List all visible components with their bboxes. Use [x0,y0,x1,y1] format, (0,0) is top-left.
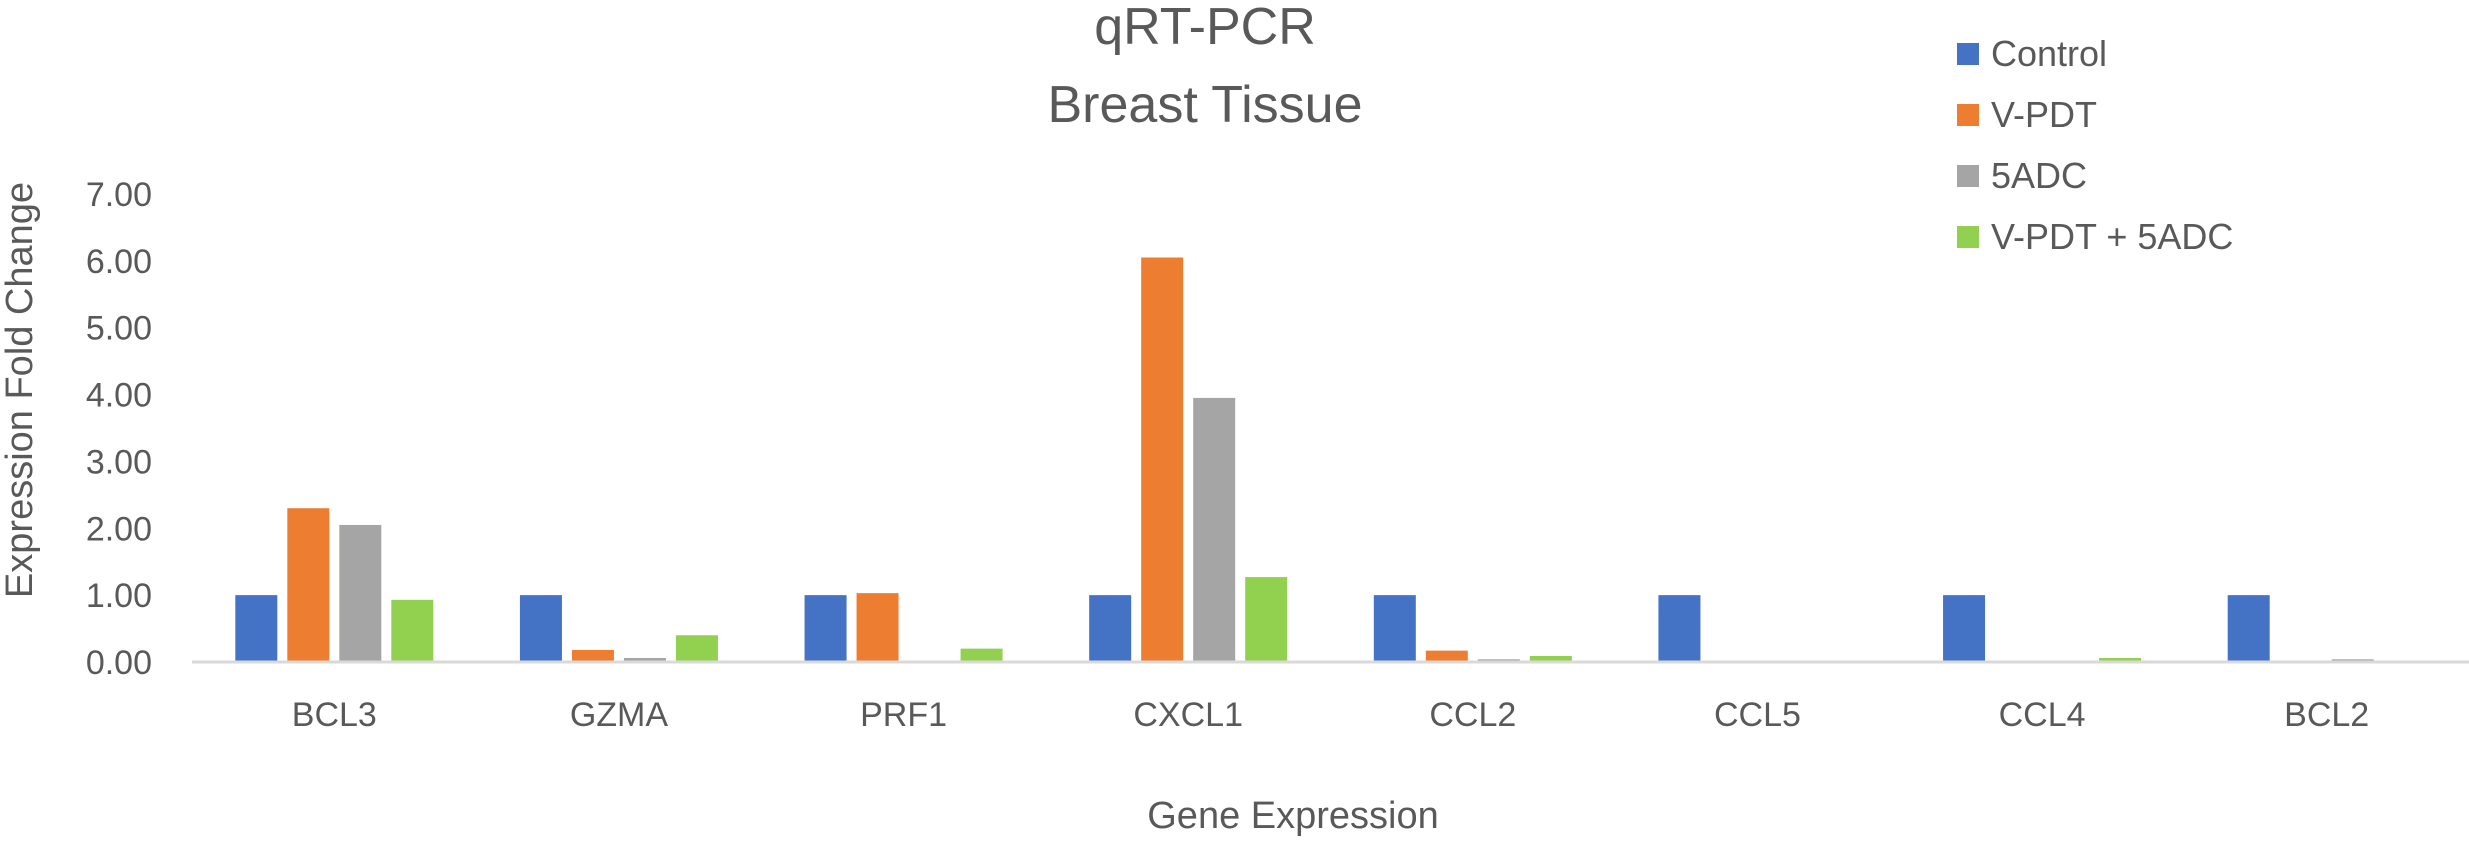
bar-cxcl1-v-pdt [1141,257,1184,662]
y-axis-title: Expression Fold Change [0,182,41,598]
bar-ccl2-v-pdt [1425,650,1468,662]
bar-cxcl1-v-pdt-5adc [1245,577,1288,662]
bar-gzma-v-pdt [571,649,614,662]
x-tick-label: GZMA [570,696,669,734]
x-axis: BCL3 GZMA PRF1 CXCL1 CCL2 CCL5 CCL4 BCL2 [292,696,2369,734]
bar-gzma-control [519,595,562,662]
y-tick-label: 1.00 [86,577,152,615]
x-tick-label: CCL5 [1714,696,1801,734]
legend-swatch [1957,104,1979,126]
bar-prf1-control [804,595,847,662]
bar-ccl2-v-pdt-5adc [1529,655,1572,662]
bar-ccl2-control [1373,595,1416,662]
chart-subtitle: Breast Tissue [1047,76,1362,134]
legend-label: Control [1991,33,2107,74]
y-tick-label: 3.00 [86,443,152,481]
bar-gzma-v-pdt-5adc [675,635,718,662]
y-tick-label: 0.00 [86,644,152,682]
x-axis-title: Gene Expression [1147,795,1439,837]
chart-title: qRT-PCR [1094,0,1316,56]
bar-prf1-v-pdt-5adc [960,648,1003,662]
bar-ccl5-control [1658,595,1701,662]
legend-swatch [1957,165,1979,187]
y-tick-label: 6.00 [86,243,152,281]
bar-bcl2-control [2227,595,2270,662]
y-axis: 0.00 1.00 2.00 3.00 4.00 5.00 6.00 7.00 [86,176,152,682]
plot-area [235,257,2426,662]
x-tick-label: BCL3 [292,696,377,734]
bar-bcl3-5adc [339,524,382,662]
legend-label: 5ADC [1991,155,2087,196]
y-tick-label: 4.00 [86,377,152,415]
x-tick-label: CCL4 [1999,696,2086,734]
bar-bcl3-v-pdt-5adc [391,599,434,662]
bar-prf1-v-pdt [856,593,899,662]
y-tick-label: 7.00 [86,176,152,214]
bar-cxcl1-5adc [1193,397,1236,662]
x-tick-label: CCL2 [1429,696,1516,734]
legend-swatch [1957,226,1979,248]
legend-label: V-PDT [1991,94,2097,135]
bar-ccl4-v-pdt-5adc [2099,657,2142,662]
bar-gzma-5adc [623,657,666,662]
bar-bcl3-control [235,595,278,662]
bar-cxcl1-control [1089,595,1132,662]
legend: Control V-PDT 5ADC V-PDT + 5ADC [1957,33,2233,257]
bar-bcl3-v-pdt [287,508,330,662]
x-tick-label: BCL2 [2284,696,2369,734]
legend-swatch [1957,43,1979,65]
x-tick-label: CXCL1 [1133,696,1243,734]
y-tick-label: 2.00 [86,510,152,548]
bar-ccl4-control [1943,595,1986,662]
legend-label: V-PDT + 5ADC [1991,216,2233,257]
x-tick-label: PRF1 [860,696,947,734]
y-tick-label: 5.00 [86,310,152,348]
